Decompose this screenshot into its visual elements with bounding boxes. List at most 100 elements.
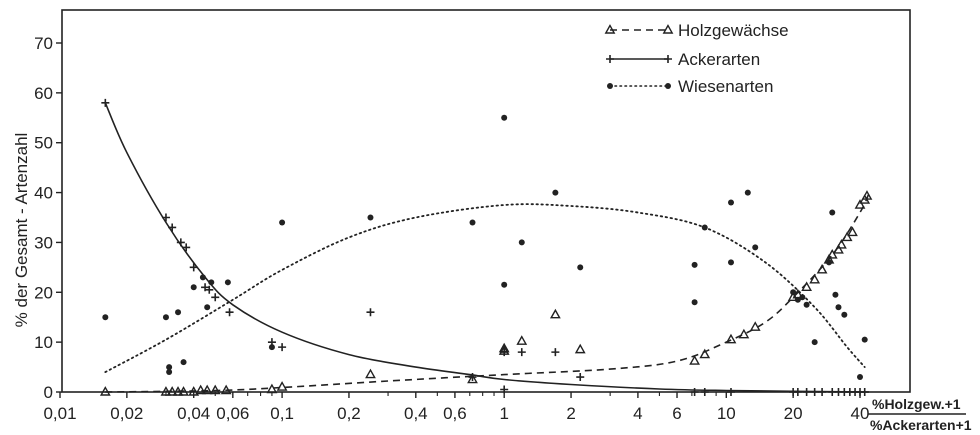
point-plus [161,213,170,222]
plot-frame [61,9,911,393]
point-dot [790,289,797,296]
point-dot [224,279,231,286]
point-plus [205,285,214,294]
legend-marker-triangle [604,24,616,34]
point-triangle [816,263,828,274]
point-triangle [166,386,178,396]
point-triangle [847,226,858,237]
y-tick-label: 40 [34,184,53,203]
point-triangle [689,355,700,365]
point-triangle [749,321,761,331]
x-tick-label: 6 [672,404,681,423]
y-tick-label: 0 [44,383,53,402]
point-triangle [201,384,213,395]
legend-label: Holzgewächse [678,21,789,40]
x-tick-label: 10 [717,404,736,423]
point-plus [860,388,869,396]
point-dot [701,224,708,231]
point-triangle [276,381,288,391]
point-plus [793,388,802,396]
legend-marker-dot [607,83,613,89]
point-dot [744,189,751,196]
point-dot [857,374,863,381]
x-tick-label: 0,6 [443,404,467,423]
point-triangle [178,386,189,396]
point-triangle [195,384,207,395]
point-plus [700,388,709,396]
point-plus [517,348,526,357]
y-axis-label: % der Gesamt - Artenzahl [12,133,31,328]
point-dot [175,309,182,316]
y-tick-label: 10 [34,333,53,352]
point-triangle [833,243,844,254]
y-tick-label: 70 [34,34,53,53]
y-tick-label: 30 [34,233,53,252]
point-dot [469,219,476,226]
x-tick-label: 1 [499,404,508,423]
point-dot [752,244,759,251]
y-tick-label: 60 [34,84,53,103]
point-dot [166,369,173,376]
point-plus [278,343,287,352]
x-tick-label: 0,02 [110,404,143,423]
x-tick-label: 2 [566,404,575,423]
point-dot [832,291,839,298]
point-dot [861,336,868,343]
point-dot [803,301,810,308]
point-plus [211,293,220,302]
point-dot [102,314,109,321]
point-plus [468,373,477,382]
legend: Holzgewächse Ackerarten Wiesenarten [604,21,789,96]
point-dot [190,284,197,291]
x-tick-label: 0,1 [270,404,294,423]
point-triangle [809,273,821,284]
point-triangle [787,291,799,301]
point-dot [501,281,508,288]
point-dot [367,214,374,221]
x-tick-label: 0,4 [404,404,428,423]
point-dot [180,359,187,366]
x-tick-label: 0,04 [177,404,210,423]
point-plus [176,238,185,247]
point-triangle [266,383,278,394]
curve-plus [104,102,870,393]
point-dot [268,344,275,351]
x-tick-label: 40 [851,404,870,423]
point-triangle [801,281,813,291]
point-plus [366,308,375,317]
point-triangle [725,333,737,344]
point-dot [691,299,698,306]
point-plus [201,283,210,292]
point-dot [691,261,698,268]
point-plus [500,348,509,357]
point-dot [829,209,836,216]
point-plus [810,388,819,396]
point-triangle [841,231,853,242]
y-tick-label: 20 [34,283,53,302]
point-dot [552,189,559,196]
point-triangle [516,335,528,345]
point-plus [551,348,560,357]
point-dot [199,274,206,281]
legend-marker-plus [664,55,672,63]
point-plus [101,98,110,107]
legend-label: Ackerarten [678,50,760,69]
point-triangle [836,238,847,249]
point-plus [500,385,509,394]
point-dot [841,311,848,318]
point-triangle [172,386,184,396]
point-dot [162,314,169,321]
point-plus [818,388,827,396]
point-triangle [699,348,711,359]
legend-marker-plus [606,55,614,63]
point-plus [576,373,585,382]
x-tick-label: 0,01 [43,404,76,423]
point-dot [204,304,211,311]
point-dot [577,264,584,271]
x-tick-label: 0,06 [216,404,249,423]
legend-label: Wiesenarten [678,77,773,96]
point-triangle [188,386,200,396]
point-triangle [738,328,750,339]
point-triangle [574,343,586,354]
point-triangle [220,384,232,395]
